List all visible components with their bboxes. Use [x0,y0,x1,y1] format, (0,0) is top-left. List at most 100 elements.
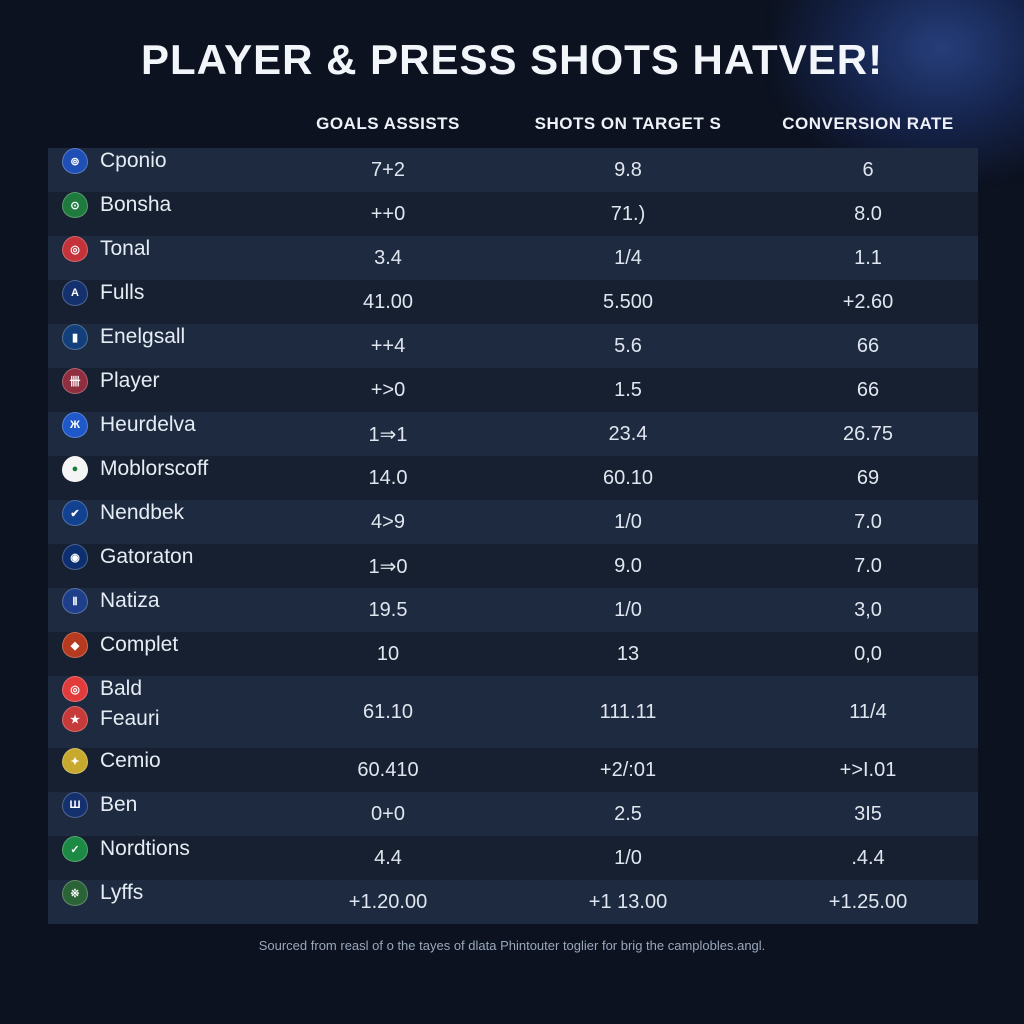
player-name: Gatoraton [100,545,193,569]
club-badge-icon: ● [62,456,88,482]
goals-assists-cell: ++4 [278,324,498,368]
club-badge-icon: ※ [62,880,88,906]
shots-on-target-cell: 1/0 [498,500,758,544]
table-body: ⊚Cponio7+29.86⊙ Bonsha ++071.)8.0 ◎ Tonal 3.4… [48,148,978,924]
player-name: Feauri [100,707,160,731]
goals-assists-cell: 0+0 [278,792,498,836]
table-row: ▮Enelgsall++45.666 [48,324,978,368]
goals-assists-cell: 10 [278,632,498,676]
club-badge-icon: ✓ [62,836,88,862]
table-header: GOALS ASSISTS SHOTS ON TARGET S CONVERSI… [48,106,978,148]
col-conversion-rate: CONVERSION RATE [758,106,978,148]
player-cell: Ш Ben [48,792,278,818]
player-cell: AFulls [48,280,278,306]
goals-assists-cell: 14.0 [278,456,498,500]
club-badge-icon: ⊙ [62,192,88,218]
shots-on-target-cell: 23.4 [498,412,758,456]
shots-on-target-cell: 5.500 [498,280,758,324]
conversion-rate-cell: 0,0 [758,632,978,676]
table-row: AFulls41.005.500+2.60 [48,280,978,324]
table-row: 卌 Player +>01.566 [48,368,978,412]
player-cell: ● Moblorscoff [48,456,278,482]
player-cell: ⊚Cponio [48,148,278,174]
player-cell: ⊙ Bonsha [48,192,278,218]
shots-on-target-cell: 60.10 [498,456,758,500]
player-cell: ▮ Enelgsall [48,324,278,350]
goals-assists-cell: 3.4 [278,236,498,280]
table-row: ◆ Complet 10130,0 [48,632,978,676]
goals-assists-cell: 4.4 [278,836,498,880]
player-name: Nordtions [100,837,190,861]
shots-on-target-cell: 1/0 [498,588,758,632]
player-name: Nendbek [100,501,184,525]
table-row: ⊙ Bonsha ++071.)8.0 [48,192,978,236]
table-row: ⊚Cponio7+29.86 [48,148,978,192]
goals-assists-cell: 19.5 [278,588,498,632]
table-row: ◎Bald★Feauri61.10111.1111/4 [48,676,978,748]
goals-assists-cell: ++0 [278,192,498,236]
club-badge-icon: ◎ [62,676,88,702]
club-badge-icon: ★ [62,706,88,732]
conversion-rate-cell: 66 [758,324,978,368]
player-name: Cemio [100,749,161,773]
player-cell: ✔ Nendbek [48,500,278,526]
club-badge-icon: ◎ [62,236,88,262]
shots-on-target-cell: 2.5 [498,792,758,836]
club-badge-icon: 卌 [62,368,88,394]
table-row: ЖHeurdelva1⇒123.426.75 [48,412,978,456]
shots-on-target-cell: +1 13.00 [498,880,758,924]
player-name: Lyffs [100,881,143,905]
club-badge-icon: Ш [62,792,88,818]
shots-on-target-cell: 13 [498,632,758,676]
club-badge-icon: ◆ [62,632,88,658]
player-cell: ◉ Gatoraton [48,544,278,570]
player-cell: ЖHeurdelva [48,412,278,438]
table-row: ✔Nendbek4>91/07.0 [48,500,978,544]
goals-assists-cell: 1⇒1 [278,412,498,456]
club-badge-icon: ◉ [62,544,88,570]
player-cell: ◎ Tonal [48,236,278,262]
goals-assists-cell: 60.410 [278,748,498,792]
player-cell: ※ Lyffs [48,880,278,906]
shots-on-target-cell: 111.11 [498,676,758,748]
conversion-rate-cell: +2.60 [758,280,978,324]
goals-assists-cell: +>0 [278,368,498,412]
table-row: ※Lyffs+1.20.00+1 13.00+1.25.00 [48,880,978,924]
player-cell: Ⅱ Natiza [48,588,278,614]
conversion-rate-cell: 7.0 [758,544,978,588]
club-badge-icon: ▮ [62,324,88,350]
conversion-rate-cell: 11/4 [758,676,978,748]
conversion-rate-cell: 26.75 [758,412,978,456]
goals-assists-cell: 4>9 [278,500,498,544]
player-name: Moblorscoff [100,457,208,481]
player-name: Bonsha [100,193,171,217]
player-name: Heurdelva [100,413,196,437]
player-name: Complet [100,633,178,657]
table-row: ◉Gatoraton1⇒09.07.0 [48,544,978,588]
player-name: Enelgsall [100,325,185,349]
conversion-rate-cell: 8.0 [758,192,978,236]
player-cell: ◎Bald★Feauri [48,676,278,732]
col-goals-assists: GOALS ASSISTS [278,106,498,148]
table-row: ● Moblorscoff 14.060.1069 [48,456,978,500]
player-name: Tonal [100,237,150,261]
stats-table-container: PLAYER & PRESS SHOTS HATVER! GOALS ASSIS… [0,0,1024,973]
conversion-rate-cell: 66 [758,368,978,412]
player-cell: 卌 Player [48,368,278,394]
player-name: Ben [100,793,137,817]
source-footer: Sourced from reasl of o the tayes of dla… [48,938,976,953]
conversion-rate-cell: 69 [758,456,978,500]
shots-on-target-cell: 71.) [498,192,758,236]
conversion-rate-cell: 3,0 [758,588,978,632]
club-badge-icon: Ⅱ [62,588,88,614]
table-row: ✦Cemio60.410+2/:01+>I.01 [48,748,978,792]
page-title: PLAYER & PRESS SHOTS HATVER! [48,36,976,84]
conversion-rate-cell: 6 [758,148,978,192]
shots-on-target-cell: 1.5 [498,368,758,412]
table-row: ✓Nordtions4.41/0.4.4 [48,836,978,880]
goals-assists-cell: +1.20.00 [278,880,498,924]
goals-assists-cell: 7+2 [278,148,498,192]
club-badge-icon: ✔ [62,500,88,526]
player-name: Natiza [100,589,160,613]
player-name: Player [100,369,160,393]
